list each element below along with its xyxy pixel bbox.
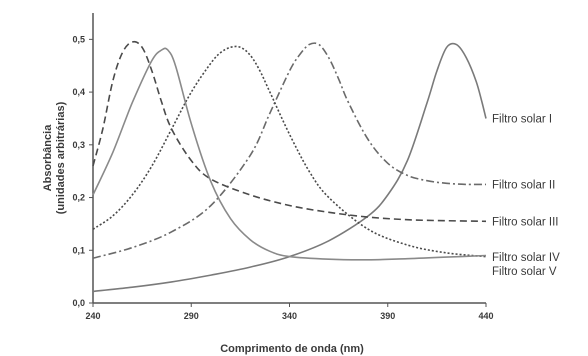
x-axis-title: Comprimento de onda (nm) [220, 343, 364, 355]
series-line-filtro-solar-v [92, 47, 487, 261]
ticks: 240 290 340 390 440 0,0 0,1 0,2 0,3 0,4 0,5 [72, 34, 493, 321]
y-axis-title-line-2: (unidades arbitrárias) [55, 101, 67, 214]
legend-layer: Filtro solar I Filtro solar II Filtro sola… [492, 113, 560, 278]
series-line-filtro-solar-iii [92, 40, 487, 223]
x-tick-label: 390 [380, 311, 395, 321]
y-tick-label: 0,2 [72, 193, 85, 203]
x-tick-label: 240 [85, 311, 100, 321]
x-tick-label: 290 [184, 311, 199, 321]
legend-label-filtro-solar-iii: Filtro solar III [492, 216, 558, 228]
plot-axes [92, 13, 486, 304]
y-tick-label: 0,3 [72, 140, 85, 150]
legend-label-filtro-solar-iv: Filtro solar IV [492, 252, 560, 264]
x-tick-label: 340 [282, 311, 297, 321]
y-tick-label: 0,0 [72, 298, 85, 308]
y-tick-label: 0,5 [72, 34, 85, 44]
x-tick-label: 440 [478, 311, 493, 321]
series-line-filtro-solar-i [92, 42, 487, 293]
legend-label-filtro-solar-ii: Filtro solar II [492, 179, 555, 191]
series-line-filtro-solar-iv [92, 45, 487, 258]
y-tick-label: 0,4 [72, 87, 85, 97]
legend-label-filtro-solar-i: Filtro solar I [492, 113, 552, 125]
y-tick-label: 0,1 [72, 245, 85, 255]
legend-label-filtro-solar-v: Filtro solar V [492, 266, 557, 278]
y-axis-title-line-1: Absorbância [42, 124, 54, 192]
series-line-filtro-solar-ii [92, 42, 487, 259]
series-layer [92, 40, 487, 293]
